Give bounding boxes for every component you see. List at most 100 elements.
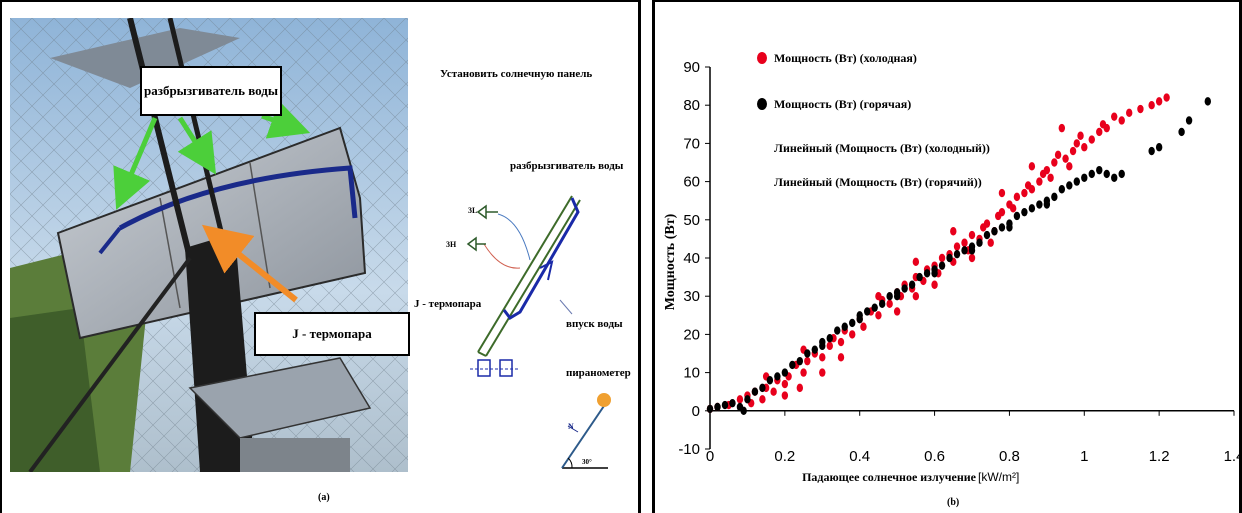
cold-power-point: [781, 379, 789, 389]
cold-power-point: [826, 341, 833, 351]
cold-power-point: [1163, 93, 1170, 102]
orange-arrow: [201, 224, 298, 303]
hot-power-point: [1103, 169, 1110, 179]
cold-power-point: [983, 219, 991, 228]
hot-power-point: [740, 406, 747, 415]
cold-power-point: [1137, 104, 1144, 114]
cold-power-point: [1096, 127, 1103, 137]
hot-power-point: [1058, 185, 1066, 194]
cold-power-point: [950, 227, 957, 236]
cold-power-point: [931, 280, 938, 289]
hot-power-point: [1073, 177, 1080, 186]
green-arrow-middle: [177, 116, 217, 175]
x-tick-label: 0.2: [774, 448, 795, 465]
callout-arrows: [113, 100, 311, 303]
cold-power-point: [1054, 150, 1062, 160]
cold-power-point: [796, 383, 804, 393]
x-tick-label: 1.2: [1149, 448, 1170, 465]
cold-power-point: [1047, 173, 1054, 182]
hot-power-point: [998, 223, 1006, 232]
cold-power-point: [1069, 146, 1077, 156]
thermocouple-callout: J - термопара: [254, 312, 410, 356]
panel-b: -10 0 10 20 30 40 50 60 70 80 90 0 0.2 0.4 0.6 0.8 1 1.2 1…: [652, 0, 1242, 513]
x-tick-label: 1.4: [1224, 448, 1242, 465]
hot-power-point: [983, 230, 991, 240]
y-tick-label: 80: [683, 97, 700, 114]
cold-power-point: [1118, 116, 1125, 125]
hot-power-point: [1088, 169, 1095, 179]
cold-power-point: [968, 230, 976, 240]
x-axis-label: Падающее солнечное излучение: [802, 470, 977, 484]
y-tick-label: 50: [683, 212, 700, 229]
cold-power-point: [1077, 131, 1084, 140]
hot-power-point: [789, 360, 796, 370]
cold-power-point: [912, 257, 920, 267]
cold-power-point: [987, 238, 994, 247]
hot-power-point: [751, 387, 759, 396]
cold-power-point: [1036, 177, 1043, 186]
hot-power-point: [1178, 127, 1185, 137]
cold-power-point: [1126, 108, 1133, 118]
cold-power-point: [893, 307, 901, 316]
hot-power-point: [864, 307, 871, 316]
water-inlet-label: впуск воды: [566, 318, 623, 330]
hot-power-point: [908, 280, 916, 289]
hot-power-point: [923, 269, 931, 278]
y-tick-label: 30: [683, 288, 700, 305]
y-tick-label: 0: [692, 403, 700, 420]
cold-power-point: [953, 242, 961, 251]
y-tick-label: -10: [678, 441, 700, 458]
hot-power-point: [968, 246, 976, 255]
hot-power-point: [729, 398, 736, 408]
cold-power-point: [998, 207, 1006, 217]
hot-power-point: [1081, 173, 1088, 182]
hot-power-point: [901, 284, 908, 293]
cold-power-point: [1103, 123, 1110, 133]
y-tick-label: 20: [683, 326, 700, 343]
cold-power-point: [1066, 162, 1073, 171]
north-label: N: [568, 422, 574, 431]
y-tick-label: 10: [683, 365, 700, 382]
hot-power-point: [759, 383, 766, 393]
panel-b-border-top: [652, 0, 1242, 2]
hot-power-point: [1111, 173, 1118, 182]
cold-power-point: [1028, 162, 1036, 171]
hot-power-point: [811, 345, 818, 354]
cold-power-point: [819, 353, 826, 362]
hot-power-point: [819, 341, 826, 351]
hot-power-point: [916, 272, 923, 282]
cold-power-point: [1062, 154, 1069, 163]
hot-power-point: [1096, 165, 1103, 175]
legend-label: Мощность (Вт) (горячая): [774, 97, 911, 111]
x-tick-label: 0.8: [999, 448, 1020, 465]
y-tick-label: 60: [683, 174, 700, 191]
green-arrow-left: [113, 117, 158, 210]
hot-power-point: [893, 292, 901, 301]
hot-power-point: [1185, 116, 1193, 125]
hot-power-point: [856, 314, 863, 324]
x-tick-label: 0.6: [924, 448, 945, 465]
tilt-angle-label: 30°: [582, 458, 592, 466]
hot-power-point: [841, 322, 848, 331]
hot-power-point: [721, 400, 729, 410]
hot-power-point: [1036, 200, 1043, 209]
hot-power-point: [1028, 204, 1036, 213]
cold-power-point: [1088, 135, 1095, 144]
hot-power-point: [1006, 223, 1013, 232]
hot-power-point: [938, 261, 946, 270]
hot-power-point: [744, 395, 751, 404]
cold-power-point: [1013, 192, 1021, 202]
cold-power-point: [968, 253, 976, 263]
cold-power-point: [938, 253, 946, 263]
hot-power-point: [796, 356, 804, 366]
x-axis-unit: [kW/m²]: [978, 470, 1019, 484]
cold-power-point: [1148, 101, 1155, 110]
cold-power-point: [1155, 97, 1163, 106]
hot-power-point: [1155, 143, 1163, 152]
hot-power-point: [1021, 207, 1028, 217]
legend-marker: [757, 98, 767, 110]
hot-power-point: [946, 253, 953, 263]
panel-a-border-left: [0, 0, 2, 513]
cold-power-point: [1081, 143, 1088, 152]
cold-power-point: [875, 311, 882, 320]
